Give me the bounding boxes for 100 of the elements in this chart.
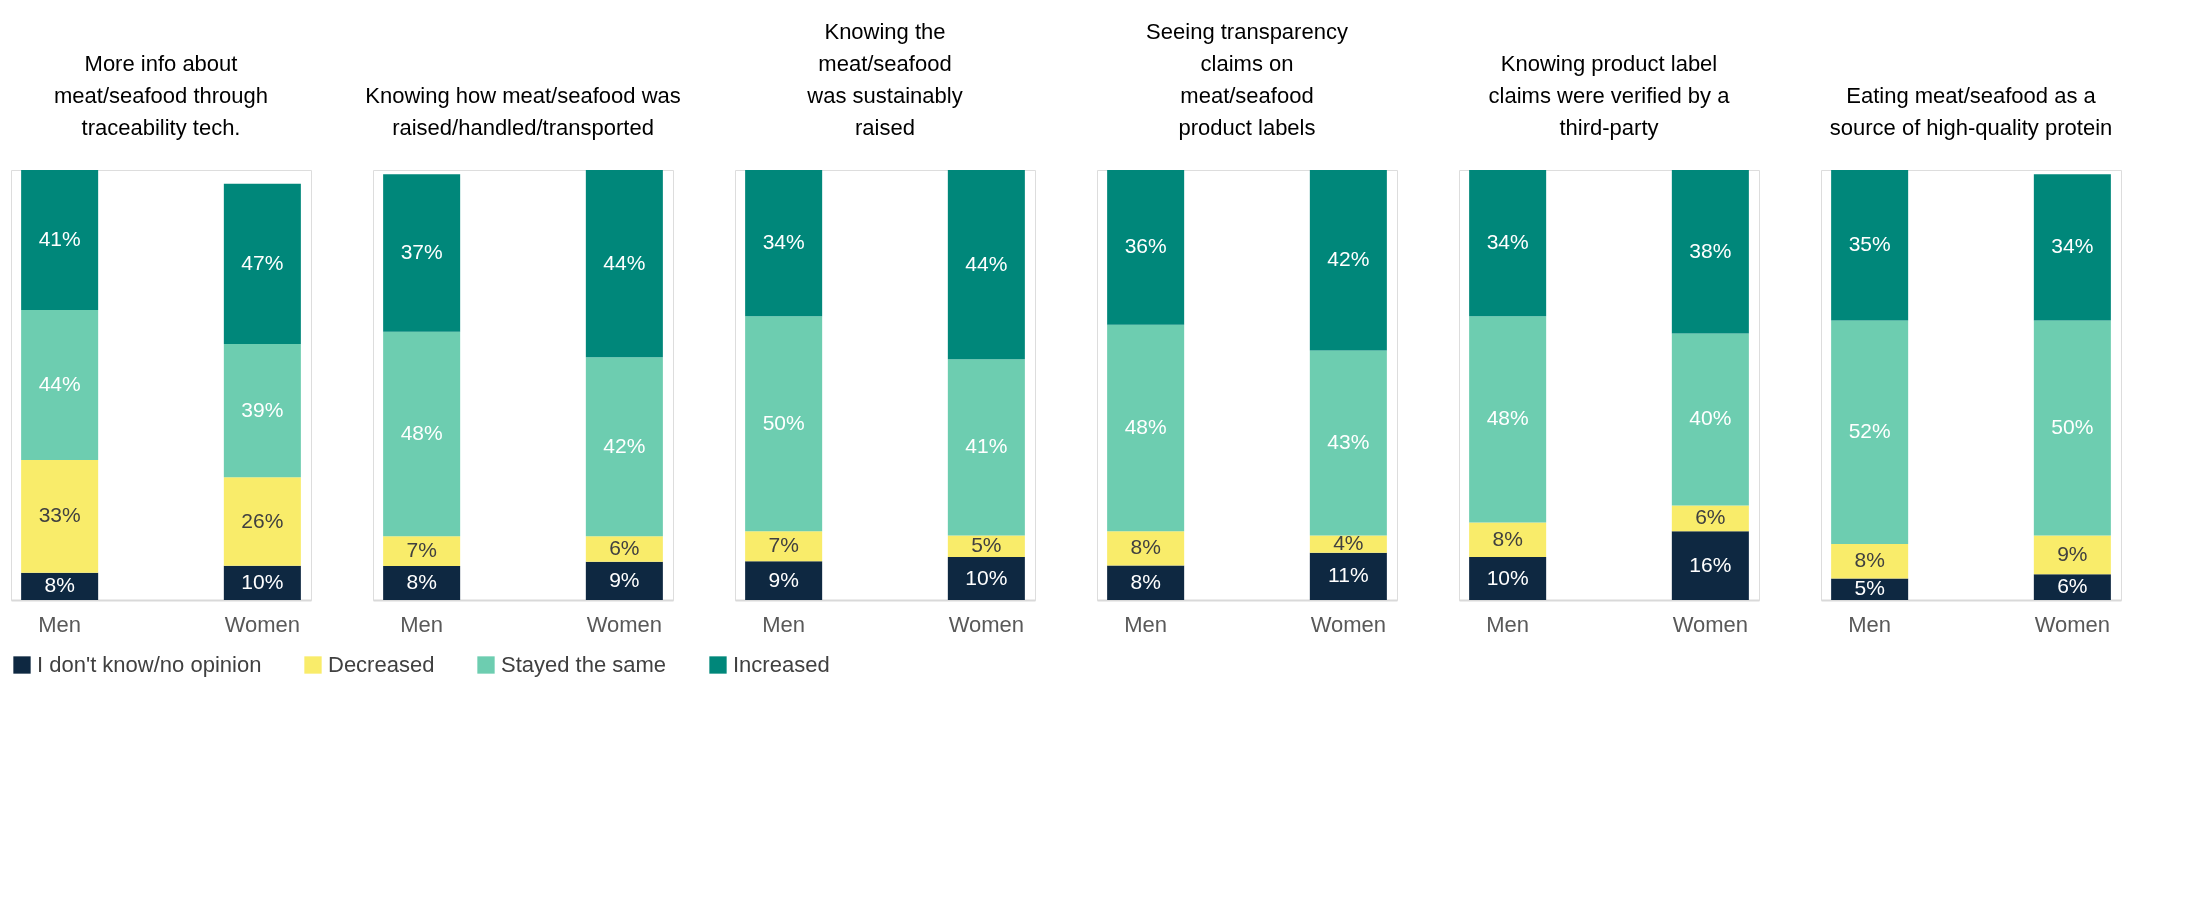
data-label: 42% bbox=[1327, 247, 1370, 271]
bar bbox=[585, 170, 663, 358]
data-label: 41% bbox=[38, 226, 81, 250]
bar bbox=[1671, 531, 1749, 600]
data-label: 6% bbox=[2057, 574, 2088, 598]
x-tick-label: Women bbox=[1672, 611, 1749, 637]
data-label: 35% bbox=[1848, 232, 1891, 256]
bar bbox=[585, 561, 663, 600]
legend-label: Increased bbox=[733, 652, 830, 677]
bar bbox=[1671, 333, 1749, 506]
bar bbox=[21, 170, 99, 310]
bar bbox=[2033, 574, 2111, 600]
chart-title: Knowing product label claims were verified by a third-party bbox=[1488, 51, 1731, 140]
data-label: 34% bbox=[2051, 234, 2094, 258]
bar bbox=[745, 561, 823, 600]
data-label: 26% bbox=[241, 508, 284, 532]
data-label: 8% bbox=[406, 569, 437, 593]
legend-label: I don't know/no opinion bbox=[37, 652, 262, 677]
data-label: 6% bbox=[609, 535, 640, 559]
chart-title: Knowing the meat/seafood was sustainably raised bbox=[806, 19, 963, 140]
data-label: 42% bbox=[603, 433, 646, 457]
data-label: 37% bbox=[400, 240, 443, 264]
bar bbox=[21, 309, 99, 461]
bar bbox=[1831, 170, 1909, 321]
data-label: 48% bbox=[1124, 415, 1167, 438]
data-label: 8% bbox=[1492, 526, 1523, 550]
bar bbox=[1469, 557, 1547, 600]
data-label: 4% bbox=[1333, 531, 1364, 555]
bar bbox=[745, 316, 823, 532]
data-label: 40% bbox=[1689, 406, 1732, 430]
bar bbox=[223, 183, 301, 345]
data-label: 10% bbox=[1486, 565, 1529, 589]
bar bbox=[223, 477, 301, 566]
data-label: 10% bbox=[241, 569, 284, 593]
bar bbox=[1309, 350, 1387, 536]
data-label: 10% bbox=[965, 565, 1008, 589]
x-tick-label: Women bbox=[1310, 611, 1387, 637]
bar bbox=[947, 557, 1025, 600]
chart-title: Knowing how meat/seafood was raised/handled/transported bbox=[365, 83, 681, 140]
data-label: 38% bbox=[1689, 238, 1732, 262]
data-label: 8% bbox=[1130, 535, 1161, 559]
x-tick-label: Women bbox=[2034, 611, 2111, 637]
data-label: 50% bbox=[762, 410, 805, 434]
bar bbox=[745, 170, 823, 317]
data-label: 52% bbox=[1848, 419, 1891, 443]
bar bbox=[947, 170, 1025, 360]
data-label: 44% bbox=[965, 251, 1008, 275]
data-label: 9% bbox=[768, 567, 799, 591]
data-label: 5% bbox=[971, 533, 1002, 557]
bar bbox=[1831, 544, 1909, 579]
data-label: 8% bbox=[1130, 569, 1161, 593]
data-label: 8% bbox=[1854, 548, 1885, 572]
data-label: 9% bbox=[609, 567, 640, 591]
bar bbox=[745, 531, 823, 562]
bar bbox=[1107, 324, 1185, 532]
bar bbox=[383, 174, 461, 332]
x-tick-label: Men bbox=[1848, 611, 1892, 637]
bar bbox=[21, 460, 99, 573]
data-label: 43% bbox=[1327, 430, 1370, 454]
data-label: 48% bbox=[1486, 406, 1529, 430]
bar bbox=[1671, 170, 1749, 334]
bar bbox=[383, 565, 461, 600]
x-tick-label: Men bbox=[762, 611, 806, 637]
bar bbox=[223, 344, 301, 478]
data-label: 9% bbox=[2057, 541, 2088, 565]
bar bbox=[1107, 170, 1185, 325]
bar bbox=[2033, 320, 2111, 536]
bar bbox=[2033, 535, 2111, 575]
bar bbox=[947, 359, 1025, 536]
x-tick-label: Men bbox=[1486, 611, 1530, 637]
bar bbox=[1469, 170, 1547, 317]
data-label: 33% bbox=[38, 503, 81, 527]
data-label: 44% bbox=[603, 250, 646, 274]
data-label: 47% bbox=[241, 250, 284, 274]
data-label: 5% bbox=[1854, 576, 1885, 600]
data-label: 36% bbox=[1124, 234, 1167, 258]
data-label: 7% bbox=[768, 533, 799, 557]
x-tick-label: Men bbox=[1124, 611, 1168, 637]
legend-label: Stayed the same bbox=[501, 652, 667, 677]
x-tick-label: Women bbox=[948, 611, 1025, 637]
bar bbox=[1831, 320, 1909, 545]
bar bbox=[1309, 170, 1387, 351]
data-label: 11% bbox=[1328, 563, 1369, 587]
bar bbox=[585, 536, 663, 562]
bar bbox=[383, 536, 461, 566]
data-label: 8% bbox=[44, 573, 75, 597]
bar bbox=[383, 331, 461, 537]
data-label: 7% bbox=[406, 538, 437, 562]
data-label: 48% bbox=[400, 420, 443, 444]
bar bbox=[1469, 316, 1547, 523]
data-label: 34% bbox=[1486, 230, 1529, 254]
data-label: 34% bbox=[762, 230, 805, 254]
x-tick-label: Men bbox=[400, 611, 444, 637]
data-label: 50% bbox=[2051, 415, 2094, 438]
x-tick-label: Women bbox=[224, 611, 301, 637]
x-tick-label: Women bbox=[586, 611, 663, 637]
chart-title: Seeing transparency claims on meat/seafood product labels bbox=[1146, 19, 1348, 140]
bar bbox=[1107, 531, 1185, 566]
data-label: 6% bbox=[1695, 505, 1726, 529]
data-label: 39% bbox=[241, 397, 284, 421]
